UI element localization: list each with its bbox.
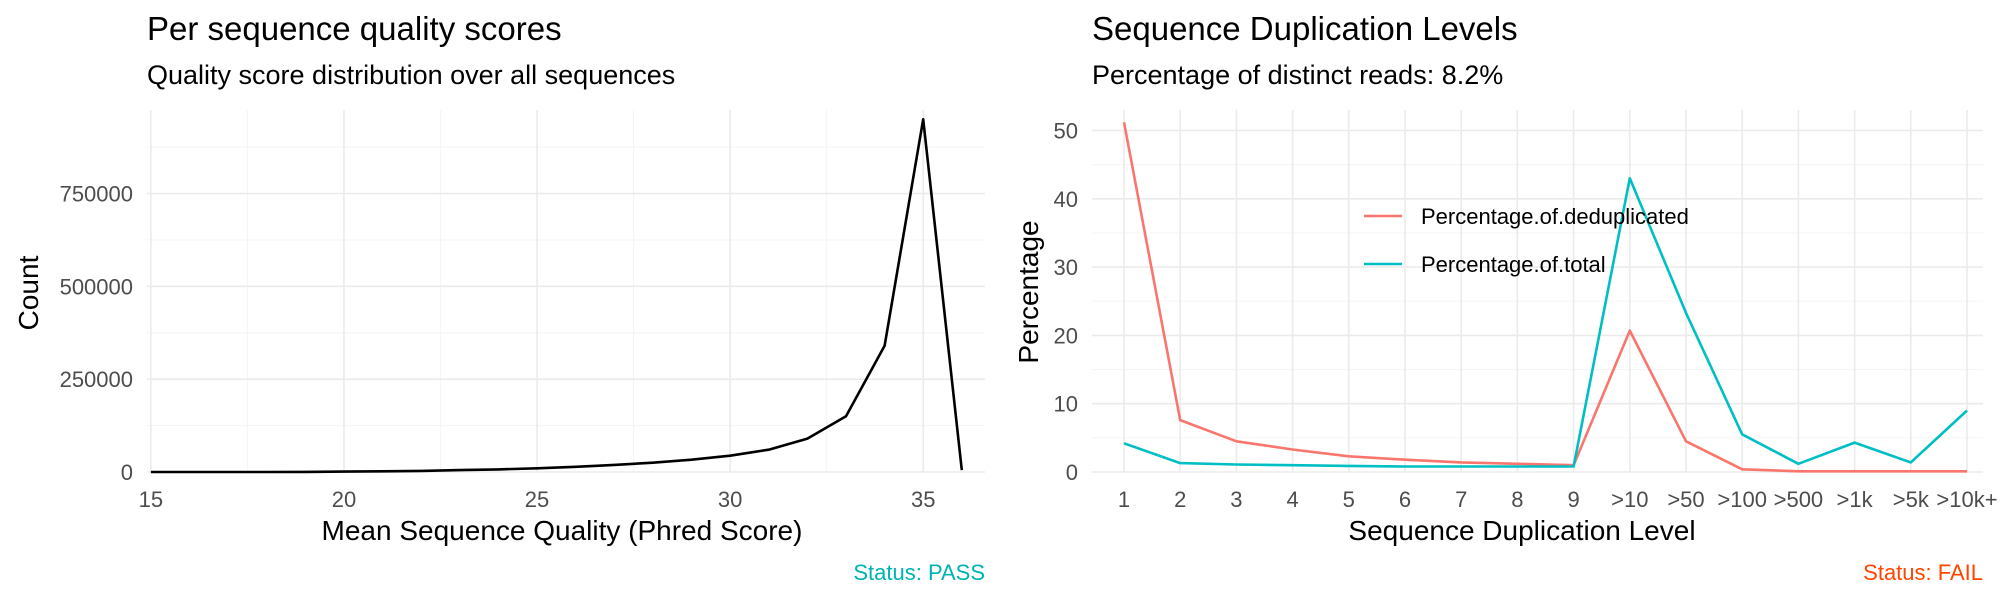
x-tick-label: 7 xyxy=(1455,487,1467,512)
chart-title: Sequence Duplication Levels xyxy=(1092,10,1518,47)
y-tick-label: 750000 xyxy=(60,182,133,207)
y-tick-label: 20 xyxy=(1054,323,1078,348)
x-tick-label: 6 xyxy=(1399,487,1411,512)
duplication-levels-panel: Sequence Duplication Levels Percentage o… xyxy=(1013,10,1998,585)
legend: Percentage.of.deduplicated Percentage.of.… xyxy=(1364,204,1689,277)
y-tick-label: 0 xyxy=(1066,460,1078,485)
x-tick-label: >100 xyxy=(1717,487,1767,512)
x-tick-label: 5 xyxy=(1343,487,1355,512)
x-axis-title: Mean Sequence Quality (Phred Score) xyxy=(322,515,803,546)
y-tick-label: 0 xyxy=(121,460,133,485)
x-tick-label: >10k+ xyxy=(1936,487,1997,512)
status-badge: Status: FAIL xyxy=(1863,560,1983,585)
x-tick-label: 4 xyxy=(1286,487,1298,512)
x-tick-label: 20 xyxy=(332,487,356,512)
x-tick-label: 30 xyxy=(718,487,742,512)
quality-score-panel: Per sequence quality scores Quality scor… xyxy=(13,10,985,585)
y-axis-title: Percentage xyxy=(1013,220,1044,363)
y-axis-title: Count xyxy=(13,255,44,330)
y-tick-label: 500000 xyxy=(60,274,133,299)
y-tick-label: 10 xyxy=(1054,392,1078,417)
series-line xyxy=(1123,177,1968,468)
x-tick-label: >5k xyxy=(1893,487,1930,512)
chart-subtitle: Quality score distribution over all sequ… xyxy=(147,60,675,90)
x-tick-label: >1k xyxy=(1837,487,1874,512)
x-tick-label: 35 xyxy=(911,487,935,512)
y-tick-label: 50 xyxy=(1054,118,1078,143)
status-badge: Status: PASS xyxy=(853,560,985,585)
x-tick-label: 1 xyxy=(1118,487,1130,512)
legend-label: Percentage.of.deduplicated xyxy=(1421,204,1689,229)
x-axis-title: Sequence Duplication Level xyxy=(1348,515,1695,546)
x-tick-label: 8 xyxy=(1511,487,1523,512)
y-tick-label: 250000 xyxy=(60,367,133,392)
x-tick-label: >50 xyxy=(1667,487,1704,512)
x-tick-label: >10 xyxy=(1611,487,1648,512)
chart-subtitle: Percentage of distinct reads: 8.2% xyxy=(1092,60,1503,90)
x-tick-label: 2 xyxy=(1174,487,1186,512)
x-tick-label: 25 xyxy=(525,487,549,512)
x-tick-label: 9 xyxy=(1567,487,1579,512)
x-tick-label: 3 xyxy=(1230,487,1242,512)
series-line xyxy=(150,118,964,474)
x-tick-label: 15 xyxy=(139,487,163,512)
y-tick-label: 40 xyxy=(1054,187,1078,212)
chart-title: Per sequence quality scores xyxy=(147,10,562,47)
y-tick-label: 30 xyxy=(1054,255,1078,280)
series-line xyxy=(1122,122,1967,473)
legend-label: Percentage.of.total xyxy=(1421,252,1606,277)
x-tick-label: >500 xyxy=(1774,487,1824,512)
